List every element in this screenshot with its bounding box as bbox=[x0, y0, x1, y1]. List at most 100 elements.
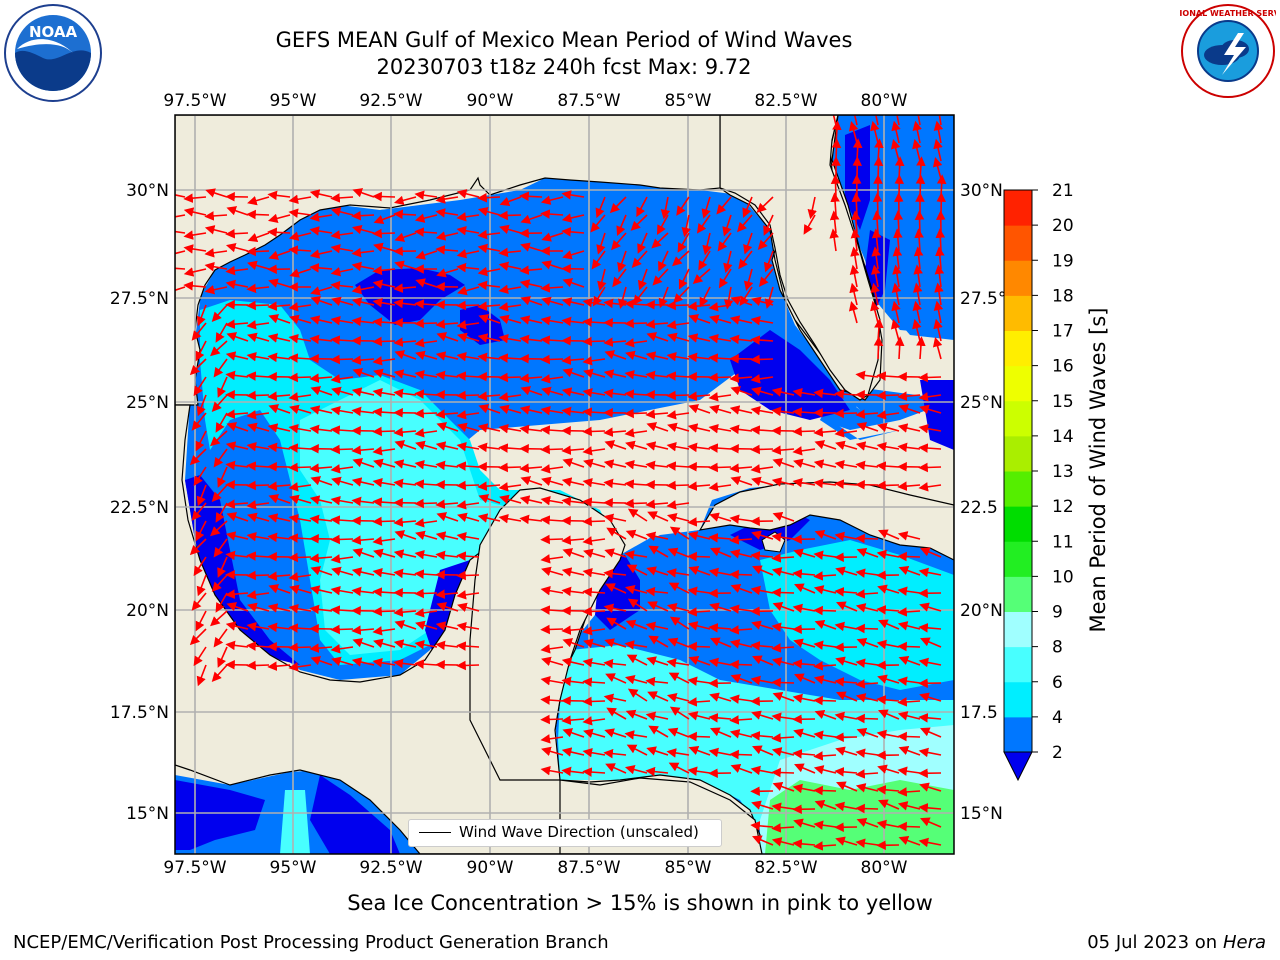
wind-arrow bbox=[794, 763, 816, 774]
wind-arrow bbox=[894, 336, 905, 360]
colorbar-tick-label: 21 bbox=[1052, 181, 1074, 201]
wind-arrow bbox=[813, 730, 837, 740]
wind-arrow bbox=[792, 477, 816, 488]
wind-arrow bbox=[834, 531, 858, 542]
wind-arrow bbox=[814, 440, 837, 450]
wind-arrow bbox=[330, 405, 354, 416]
wind-arrow bbox=[562, 548, 585, 558]
wind-arrow bbox=[582, 626, 606, 636]
wind-arrow bbox=[372, 228, 396, 239]
wind-arrow bbox=[666, 500, 690, 510]
wind-arrow bbox=[499, 404, 522, 414]
wind-arrow bbox=[877, 422, 900, 432]
wind-arrow bbox=[519, 463, 543, 473]
wind-arrow bbox=[772, 691, 795, 702]
wind-arrow bbox=[196, 394, 207, 417]
wind-arrow bbox=[604, 728, 627, 738]
wind-arrow bbox=[852, 138, 863, 162]
colorbar-tick-label: 12 bbox=[1052, 497, 1074, 517]
wind-arrow bbox=[540, 585, 564, 596]
florida-land bbox=[719, 115, 954, 401]
wind-arrow bbox=[750, 731, 774, 741]
wind-arrow bbox=[878, 709, 900, 720]
wind-arrow bbox=[246, 246, 270, 257]
wind-arrow bbox=[794, 583, 816, 594]
wind-arrow bbox=[848, 300, 859, 324]
wind-arrow bbox=[647, 511, 669, 522]
host-name: Hera bbox=[1222, 932, 1266, 953]
wind-arrow bbox=[183, 281, 207, 291]
wind-arrow bbox=[415, 440, 438, 450]
wind-arrow bbox=[603, 603, 627, 613]
wind-arrow bbox=[562, 458, 585, 468]
wind-arrow bbox=[688, 655, 711, 666]
wind-arrow bbox=[225, 370, 249, 381]
wind-arrow bbox=[372, 265, 396, 276]
wind-arrow bbox=[603, 513, 627, 523]
colorbar-tick-label: 17 bbox=[1052, 322, 1074, 342]
wind-arrow bbox=[582, 477, 606, 488]
wind-arrow bbox=[562, 728, 585, 738]
wind-arrow bbox=[667, 727, 690, 738]
wind-arrow bbox=[612, 268, 627, 288]
noaa-logo: NOAA bbox=[4, 4, 102, 102]
wind-arrow bbox=[246, 410, 270, 420]
wind-arrow bbox=[898, 655, 921, 666]
wind-arrow bbox=[330, 624, 354, 635]
wind-arrow bbox=[624, 674, 648, 685]
wind-arrow bbox=[813, 765, 837, 775]
wind-arrow bbox=[918, 567, 942, 578]
wind-arrow bbox=[288, 392, 312, 402]
wind-arrow bbox=[793, 818, 816, 828]
colorbar-tick-label: 20 bbox=[1052, 216, 1074, 236]
wind-arrow bbox=[708, 567, 732, 578]
pacific-dark-2 bbox=[310, 775, 400, 854]
wind-arrow bbox=[855, 748, 879, 758]
colorbar-segment bbox=[1004, 716, 1032, 753]
colorbar-tick-label: 15 bbox=[1052, 392, 1074, 412]
lon-tick-top: 85°W bbox=[665, 91, 712, 111]
wind-arrow bbox=[729, 569, 753, 580]
wind-arrow bbox=[247, 196, 270, 206]
wind-arrow bbox=[499, 224, 522, 234]
wind-arrow bbox=[247, 422, 270, 432]
wind-arrow bbox=[393, 283, 417, 293]
wind-arrow bbox=[666, 300, 690, 311]
wind-arrow bbox=[183, 207, 207, 217]
svg-text:NOAA: NOAA bbox=[29, 23, 78, 41]
wind-arrow bbox=[330, 374, 354, 384]
wind-arrow bbox=[616, 214, 627, 236]
wind-arrow bbox=[897, 551, 921, 562]
colorbar-tick-label: 10 bbox=[1052, 567, 1074, 587]
wind-arrow bbox=[520, 214, 543, 224]
wind-arrow bbox=[668, 762, 690, 774]
wind-arrow bbox=[498, 392, 522, 402]
pacific-dark bbox=[175, 780, 265, 850]
wind-arrow bbox=[267, 532, 291, 543]
wind-arrow bbox=[630, 214, 648, 231]
wind-arrow bbox=[582, 657, 606, 668]
wind-arrow bbox=[189, 538, 207, 556]
wind-arrow bbox=[519, 334, 543, 345]
wind-arrow bbox=[668, 672, 690, 684]
wind-arrow bbox=[701, 196, 711, 219]
wind-arrow bbox=[708, 372, 732, 383]
wind-arrow bbox=[213, 628, 228, 648]
wind-arrow bbox=[590, 214, 606, 233]
wind-arrow bbox=[414, 659, 438, 669]
wind-arrow bbox=[730, 583, 753, 594]
wind-arrow bbox=[855, 803, 879, 814]
wind-arrow bbox=[267, 622, 291, 633]
wind-arrow bbox=[597, 268, 607, 292]
wind-arrow bbox=[435, 319, 459, 329]
lat-tick-right: 30°N bbox=[960, 181, 1003, 201]
wind-arrow bbox=[771, 643, 795, 653]
wind-arrow bbox=[435, 589, 459, 599]
wind-arrow bbox=[582, 336, 606, 347]
wind-arrow bbox=[645, 351, 669, 361]
wind-arrow bbox=[708, 423, 732, 434]
wind-arrow bbox=[372, 317, 396, 327]
wind-arrow bbox=[195, 340, 207, 362]
wind-arrow bbox=[519, 424, 543, 435]
wind-arrow bbox=[561, 715, 585, 725]
